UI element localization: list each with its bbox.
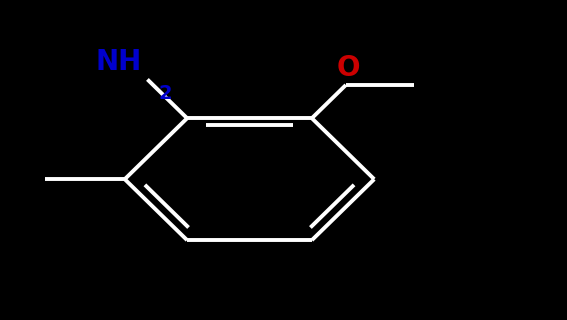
Text: NH: NH: [95, 48, 142, 76]
Text: O: O: [337, 54, 361, 82]
Text: 2: 2: [159, 84, 172, 103]
